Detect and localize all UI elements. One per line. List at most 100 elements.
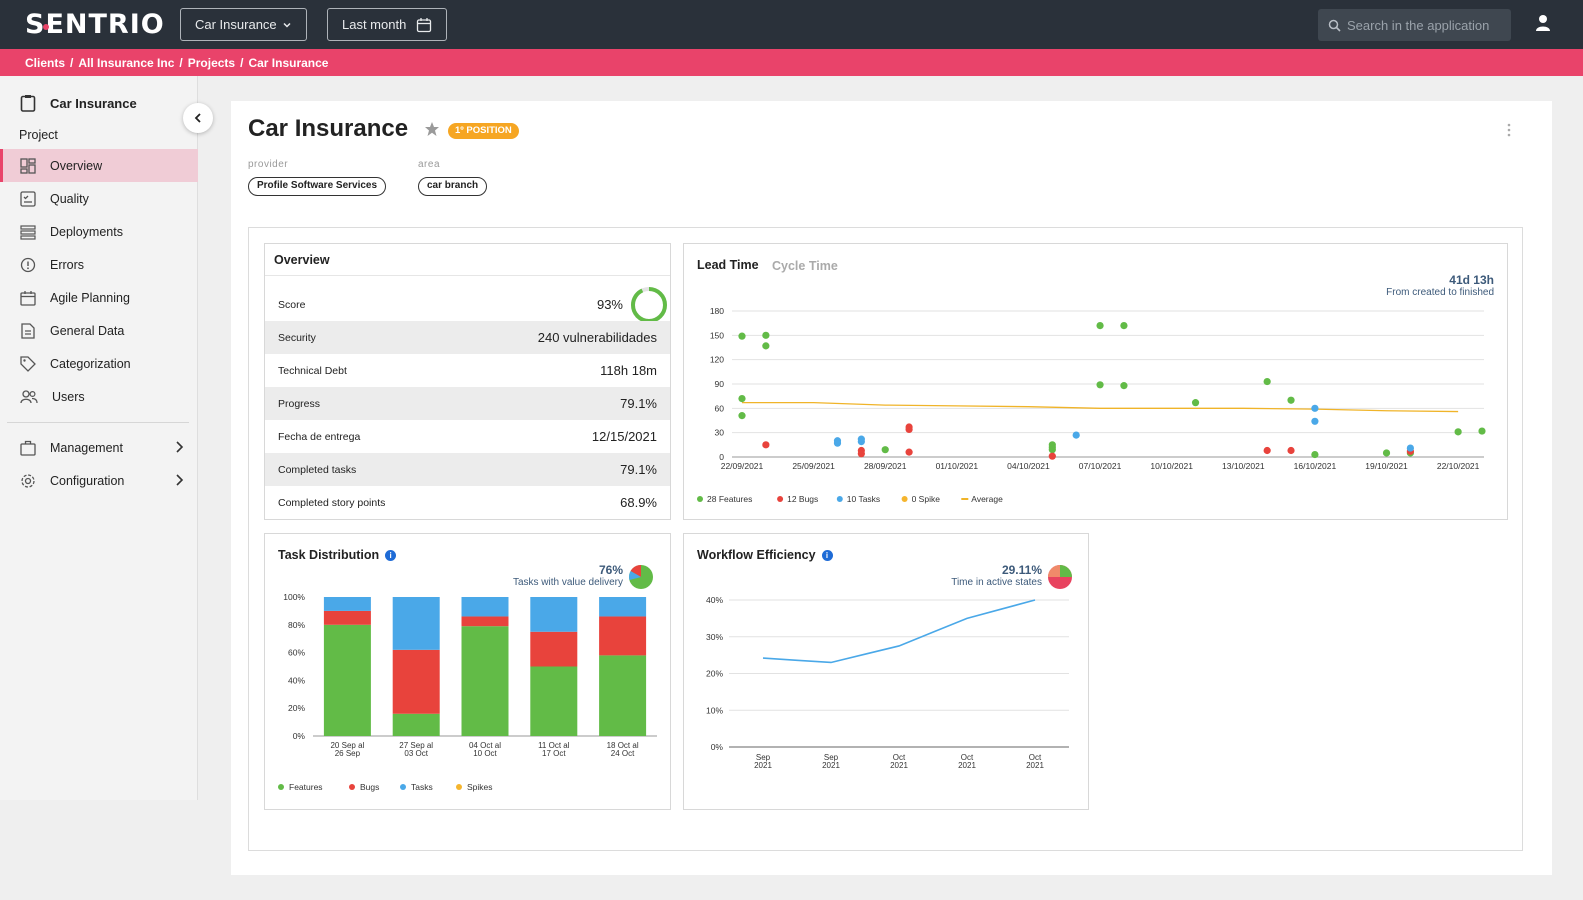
data-point [738,332,746,340]
workflow-title: Workflow Efficiency i [697,548,833,562]
breadcrumb-client[interactable]: All Insurance Inc [78,55,175,70]
x-tick-label: Oct [961,753,974,762]
overview-row-value: 12/15/2021 [591,429,657,444]
sidebar-item-categorization[interactable]: Categorization [0,347,198,380]
data-point [905,448,913,456]
sidebar-item-overview[interactable]: Overview [0,149,198,182]
x-tick-label: 10 Oct [473,749,497,758]
bar-segment [392,597,440,650]
more-options-icon[interactable] [1507,123,1511,137]
x-tick-label: Sep [824,753,839,762]
x-tick-label: 28/09/2021 [864,461,907,471]
data-point [762,441,770,449]
legend-label: 0 Spike [912,494,941,504]
x-tick-label: 11 Oct al [538,741,570,750]
data-point [1072,431,1080,439]
y-tick-label: 60 [715,403,725,413]
info-icon[interactable]: i [385,549,397,561]
workflow-kpi-label: Time in active states [951,577,1042,588]
x-tick-label: 2021 [822,761,840,770]
task-distribution-title: Task Distribution i [278,548,397,562]
data-point [738,395,746,403]
bar-segment [323,597,371,611]
bar-segment [323,610,371,625]
star-icon[interactable] [424,121,440,137]
tab-lead-time[interactable]: Lead Time [697,258,759,272]
area-chip[interactable]: car branch [418,177,488,196]
tag-icon [20,355,36,372]
area-label: area [418,159,441,170]
task-distribution-kpi-label: Tasks with value delivery [512,577,623,588]
search-placeholder: Search in the application [1347,17,1490,33]
list-icon [20,224,36,240]
legend-label: Tasks [411,782,433,792]
tab-cycle-time[interactable]: Cycle Time [772,259,838,273]
y-tick-label: 60% [288,648,305,658]
data-point [1120,322,1128,330]
sidebar: Car Insurance Project Overview Quality D… [0,76,198,800]
position-badge: 1º POSITION [448,123,519,139]
breadcrumb-separator: / [70,55,74,70]
user-icon[interactable] [1535,14,1551,32]
data-point [1311,450,1319,459]
collapse-sidebar-button[interactable] [183,103,213,133]
breadcrumb-clients[interactable]: Clients [25,55,66,70]
bar-segment [392,713,440,736]
provider-label: provider [248,159,289,170]
bar-segment [461,597,509,617]
sidebar-item-general-data[interactable]: General Data [0,314,198,347]
bar-segment [530,597,578,632]
data-point [1120,382,1128,390]
legend-marker [278,784,284,790]
data-point [1048,441,1056,449]
data-point [762,331,770,339]
legend-label: 12 Bugs [787,494,818,504]
bar-segment [392,649,440,714]
task-distribution-panel: Task Distribution i 76% Tasks with value … [264,533,671,810]
workflow-title-text: Workflow Efficiency [697,548,816,562]
data-point [857,450,865,458]
sidebar-item-agile-planning[interactable]: Agile Planning [0,281,198,314]
date-range-select[interactable]: Last month [327,8,447,41]
overview-row-label: Completed tasks [278,463,357,476]
sidebar-item-errors[interactable]: Errors [0,248,198,281]
sidebar-item-label: Categorization [50,356,131,371]
info-icon[interactable]: i [821,549,833,561]
breadcrumb-separator: / [240,55,244,70]
sidebar-item-label: Users [52,389,85,404]
project-select[interactable]: Car Insurance [180,8,307,41]
task-distribution-title-text: Task Distribution [278,548,380,562]
overview-row-technical-debt: Technical Debt 118h 18m [265,354,670,387]
y-tick-label: 40% [288,675,305,685]
provider-chip[interactable]: Profile Software Services [248,177,387,196]
sidebar-group-configuration[interactable]: Configuration [0,464,198,497]
data-point [1311,417,1319,425]
chevron-left-icon [194,113,201,123]
sidebar-item-deployments[interactable]: Deployments [0,215,198,248]
search-box[interactable]: Search in the application [1318,9,1511,41]
checklist-icon [20,190,36,207]
grid-icon [20,157,36,174]
sidebar-item-users[interactable]: Users [0,380,198,413]
pie-chart-icon [1048,565,1072,589]
logo[interactable]: SENTRIO [25,9,165,40]
calendar-icon [20,290,36,306]
alert-icon [20,257,36,272]
workflow-kpi: 29.11% Time in active states [951,563,1042,588]
sidebar-group-management[interactable]: Management [0,431,198,464]
overview-row-completed-tasks: Completed tasks 79.1% [265,453,670,486]
logo-dot [43,24,49,30]
breadcrumb-separator: / [179,55,183,70]
calendar-icon [416,17,432,32]
workflow-kpi-value: 29.11% [1001,563,1042,577]
average-line [742,402,1459,413]
breadcrumb-projects[interactable]: Projects [187,55,236,70]
x-tick-label: 26 Sep [335,749,361,758]
legend-marker [901,496,908,502]
y-tick-label: 40% [706,595,723,605]
x-tick-label: 2021 [1026,761,1044,770]
sidebar-item-label: Configuration [50,473,125,488]
legend-marker [777,496,784,502]
chevron-down-icon [283,22,291,28]
sidebar-item-quality[interactable]: Quality [0,182,198,215]
